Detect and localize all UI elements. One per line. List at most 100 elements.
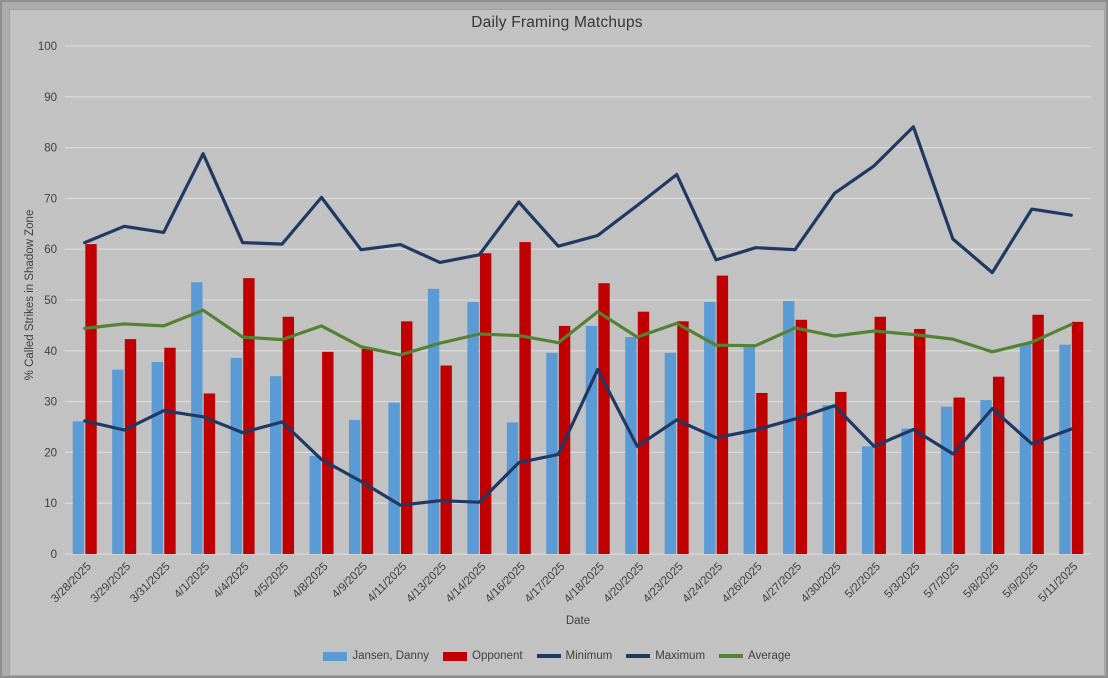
bar-jansen-danny [230, 357, 242, 554]
legend-label: Minimum [565, 650, 613, 662]
bar-jansen-danny [72, 421, 85, 554]
legend-item-maximum: Maximum [626, 650, 705, 662]
bar-jansen-danny [270, 376, 282, 554]
legend-line-swatch-maximum [626, 654, 651, 658]
bar-jansen-danny [625, 337, 637, 554]
x-tick-label: 4/16/2025 [483, 561, 528, 606]
bar-opponent [124, 339, 137, 554]
bar-jansen-danny [112, 369, 124, 554]
bar-opponent [282, 316, 295, 554]
x-tick-label: 4/5/2025 [251, 561, 291, 601]
bar-jansen-danny [348, 419, 361, 554]
y-tick-label: 90 [44, 92, 57, 104]
x-tick-label: 4/17/2025 [523, 561, 568, 606]
x-tick-label: 4/14/2025 [444, 561, 489, 606]
legend-bar-swatch-jansen-danny [323, 651, 348, 661]
bar-jansen-danny [940, 406, 953, 554]
x-tick-label: 5/3/2025 [882, 561, 922, 601]
x-tick-label: 4/11/2025 [365, 561, 409, 605]
x-tick-label: 4/26/2025 [720, 561, 765, 606]
bar-jansen-danny [783, 301, 795, 554]
x-tick-label: 4/27/2025 [759, 561, 804, 606]
x-tick-label: 4/1/2025 [172, 561, 212, 601]
legend-item-opponent: Opponent [443, 650, 523, 662]
x-tick-label: 4/20/2025 [602, 561, 647, 606]
y-tick-label: 80 [44, 143, 57, 155]
bar-jansen-danny [388, 402, 400, 554]
line-average [83, 308, 1073, 357]
bar-jansen-danny [822, 405, 834, 554]
bar-jansen-danny [1059, 344, 1071, 554]
bar-opponent [440, 365, 452, 554]
bar-opponent [203, 393, 216, 554]
bar-opponent [361, 348, 373, 554]
x-tick-label: 4/8/2025 [290, 561, 330, 601]
y-tick-label: 30 [44, 397, 57, 409]
bar-jansen-danny [546, 352, 558, 554]
x-tick-label: 5/8/2025 [961, 561, 1001, 601]
bar-opponent [677, 321, 689, 554]
bar-jansen-danny [664, 352, 677, 554]
y-tick-label: 0 [51, 549, 57, 561]
bar-opponent [795, 319, 808, 554]
bar-jansen-danny [467, 302, 479, 554]
bar-jansen-danny [980, 400, 992, 554]
x-tick-label: 4/23/2025 [641, 561, 686, 606]
legend: Jansen, Danny Opponent Minimum Maximum Avera… [10, 650, 1104, 662]
legend-label: Maximum [655, 650, 706, 662]
chart-frame: Daily Framing Matchups % Called Strikes … [9, 9, 1105, 676]
bar-jansen-danny [151, 361, 164, 554]
legend-line-swatch-average [719, 654, 744, 658]
bar-jansen-danny [861, 446, 874, 554]
bar-opponent [401, 321, 413, 554]
y-tick-label: 100 [38, 41, 57, 53]
x-tick-label: 5/7/2025 [922, 561, 962, 601]
bar-opponent [598, 283, 610, 554]
bar-opponent [322, 351, 334, 554]
x-tick-label: 5/11/2025 [1036, 561, 1080, 605]
legend-label: Jansen, Danny [352, 650, 430, 662]
bar-opponent [992, 376, 1005, 554]
bar-opponent [914, 328, 926, 554]
x-axis-title: Date [565, 615, 591, 627]
bar-opponent [835, 391, 847, 554]
x-tick-label: 3/29/2025 [89, 561, 134, 606]
x-tick-label: 4/13/2025 [404, 561, 449, 606]
x-tick-label: 4/30/2025 [799, 561, 844, 606]
bar-opponent [519, 242, 531, 554]
y-tick-label: 70 [44, 193, 57, 205]
legend-bar-swatch-opponent [443, 651, 468, 661]
bar-jansen-danny [309, 455, 321, 554]
legend-item-minimum: Minimum [536, 650, 613, 662]
bar-opponent [953, 397, 965, 554]
x-tick-label: 5/9/2025 [1001, 561, 1041, 601]
bar-opponent [164, 347, 176, 554]
legend-label: Average [748, 650, 791, 662]
line-minimum [83, 368, 1073, 507]
y-tick-label: 20 [44, 447, 57, 459]
bar-opponent [243, 278, 255, 554]
bar-opponent [1032, 314, 1044, 554]
bar-opponent [756, 392, 768, 554]
legend-item-jansen-danny: Jansen, Danny [323, 650, 429, 662]
x-tick-label: 4/4/2025 [212, 561, 252, 601]
bar-jansen-danny [506, 422, 519, 554]
y-tick-label: 10 [44, 498, 57, 510]
bar-opponent [637, 311, 650, 554]
x-tick-label: 5/2/2025 [843, 561, 883, 601]
x-tick-label: 3/28/2025 [49, 561, 94, 606]
legend-label: Opponent [472, 650, 523, 662]
bar-jansen-danny [1019, 343, 1032, 554]
y-tick-label: 60 [44, 244, 57, 256]
chart-title: Daily Framing Matchups [471, 14, 643, 31]
x-tick-label: 4/9/2025 [330, 561, 370, 601]
plot-area: 0 10 20 30 40 50 60 70 80 90 100 3/28/20253/29/2025… [38, 41, 1091, 606]
y-tick-label: 40 [44, 346, 57, 358]
x-tick-label: 4/18/2025 [562, 561, 607, 606]
bar-jansen-danny [585, 325, 598, 554]
bar-jansen-danny [427, 288, 440, 554]
line-maximum [83, 125, 1073, 275]
x-tick-label: 4/24/2025 [681, 561, 726, 606]
x-tick-label: 3/31/2025 [128, 561, 173, 606]
bar-opponent [479, 253, 492, 555]
